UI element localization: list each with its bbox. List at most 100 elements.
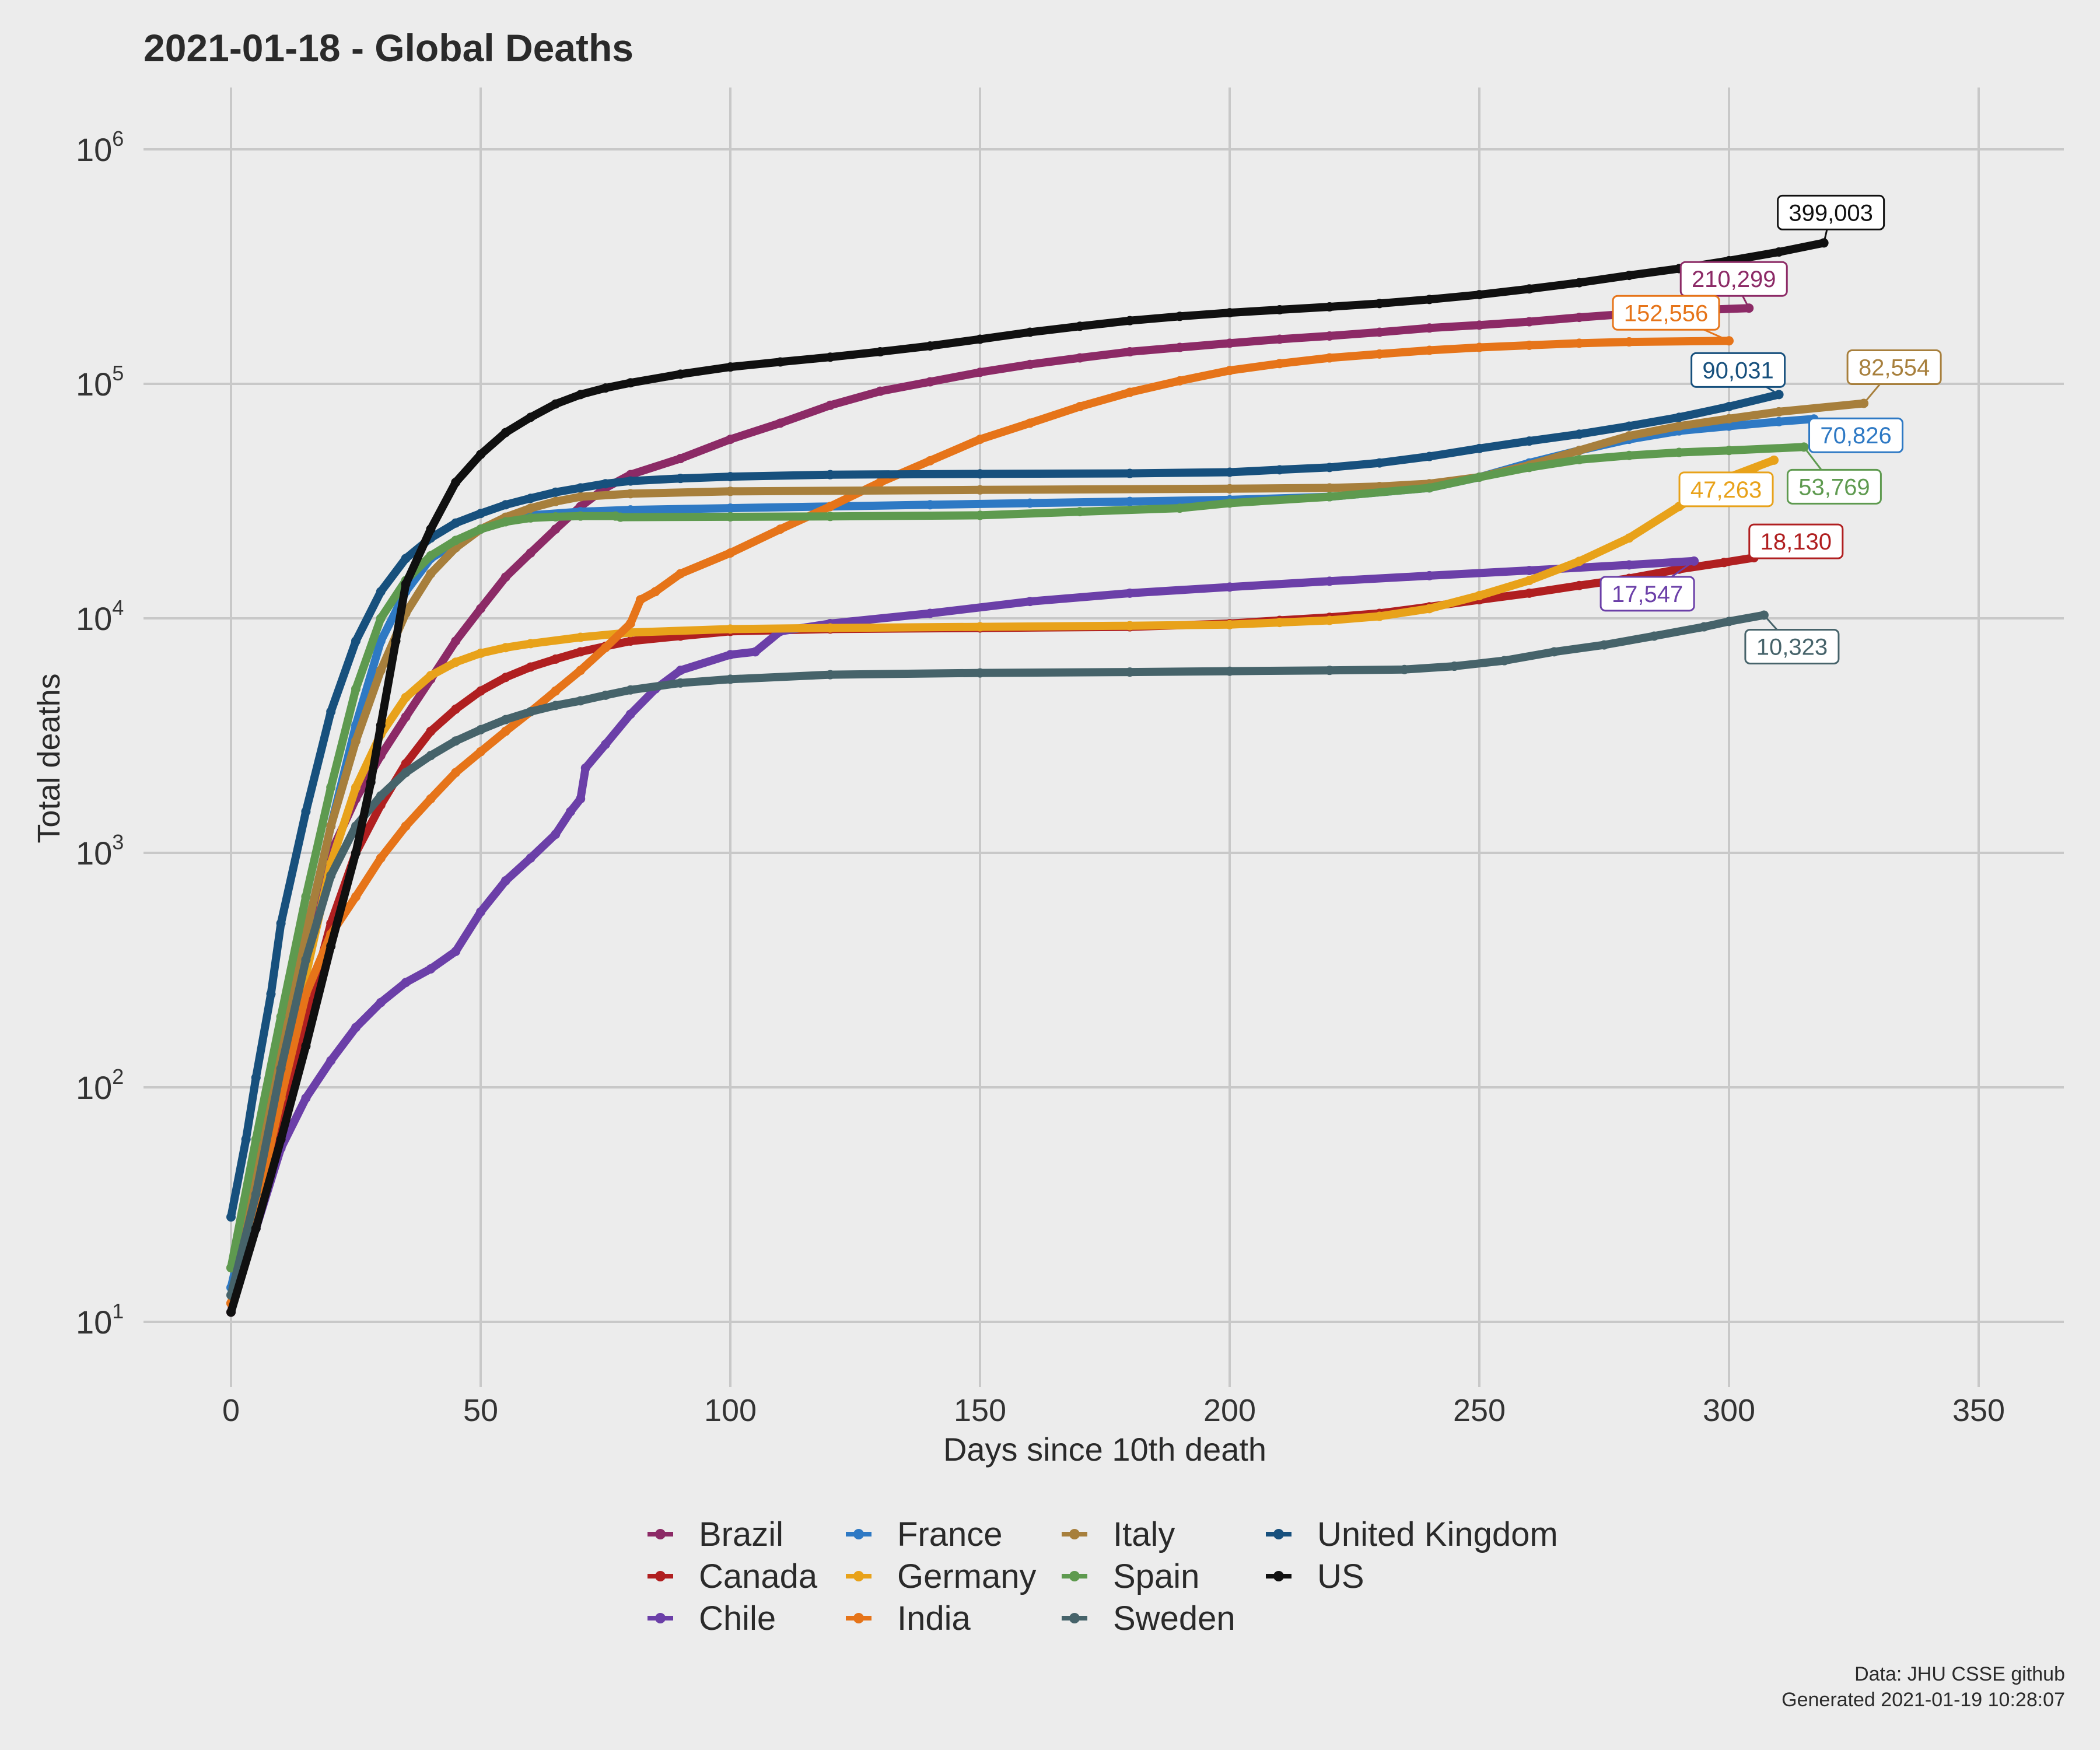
end-label-united-kingdom: 90,031 xyxy=(1690,352,1786,396)
data-point xyxy=(451,536,461,545)
data-point xyxy=(1524,588,1534,598)
data-point xyxy=(1225,467,1234,477)
series-line-sweden xyxy=(227,611,1768,1300)
data-point xyxy=(551,399,561,409)
data-point xyxy=(975,435,985,444)
data-point xyxy=(925,500,935,510)
data-point xyxy=(1325,483,1335,493)
x-axis-ticks: 0 50 100 150 200 250 300 350 xyxy=(222,1393,2005,1428)
data-point xyxy=(625,476,635,486)
x-axis-label: Days since 10th death xyxy=(943,1431,1266,1468)
data-point xyxy=(351,736,360,746)
data-point xyxy=(326,782,336,792)
data-point xyxy=(1025,498,1035,508)
series-line-us xyxy=(227,239,1828,1317)
data-point xyxy=(351,892,360,902)
data-point xyxy=(551,830,561,839)
data-point xyxy=(576,647,586,657)
data-point xyxy=(551,524,561,534)
legend-item-united-kingdom: United Kingdom xyxy=(1266,1516,1558,1553)
legend-item-us: US xyxy=(1266,1558,1364,1595)
data-point xyxy=(526,853,536,863)
data-point xyxy=(875,477,885,487)
data-point xyxy=(576,511,586,521)
data-point xyxy=(1225,498,1234,508)
data-point xyxy=(351,684,360,694)
data-point xyxy=(615,512,625,522)
legend-label: Canada xyxy=(699,1558,818,1595)
data-point xyxy=(1225,366,1234,376)
end-labels: 210,299 18,130 17,547 70,826 47,263 152,556 82… xyxy=(1600,194,1942,664)
data-point xyxy=(1524,565,1534,575)
data-point xyxy=(1475,591,1484,601)
data-point xyxy=(451,736,461,746)
data-point xyxy=(601,643,610,653)
data-point xyxy=(1125,347,1135,357)
data-point xyxy=(1724,617,1734,626)
data-point xyxy=(426,524,436,534)
data-point xyxy=(676,454,685,464)
data-point xyxy=(726,472,735,482)
data-point xyxy=(726,624,735,634)
data-point xyxy=(1424,295,1434,304)
data-point xyxy=(1424,345,1434,355)
data-point xyxy=(551,686,561,696)
data-point xyxy=(501,876,510,886)
data-point xyxy=(426,551,436,561)
data-point xyxy=(635,595,645,605)
data-point xyxy=(501,726,510,736)
data-point xyxy=(551,512,561,522)
data-point xyxy=(1275,359,1284,369)
legend-item-sweden: Sweden xyxy=(1062,1600,1236,1637)
data-point xyxy=(251,1135,261,1144)
data-point xyxy=(526,706,536,716)
data-point xyxy=(1325,353,1335,363)
data-point xyxy=(426,726,436,736)
data-point xyxy=(625,685,635,695)
data-point xyxy=(501,428,510,438)
data-point xyxy=(1724,414,1734,424)
x-tick-label: 200 xyxy=(1203,1393,1256,1428)
end-label-text: 152,556 xyxy=(1624,300,1709,326)
data-point xyxy=(266,989,276,999)
data-point xyxy=(326,706,336,716)
data-point xyxy=(326,1056,336,1066)
data-point xyxy=(650,587,660,597)
data-point xyxy=(601,383,610,393)
data-point xyxy=(1424,570,1434,580)
data-point xyxy=(1125,316,1135,326)
data-point xyxy=(366,777,376,787)
y-tick-label: 103 xyxy=(76,830,124,872)
data-point xyxy=(576,696,586,706)
legend-label: United Kingdom xyxy=(1317,1516,1558,1553)
data-point xyxy=(1724,401,1734,411)
data-point xyxy=(426,671,436,681)
caption-source: Data: JHU CSSE github xyxy=(1854,1663,2065,1685)
data-point xyxy=(1774,247,1784,257)
legend-label: Germany xyxy=(897,1558,1037,1595)
data-point xyxy=(1624,337,1634,347)
x-tick-label: 0 xyxy=(222,1393,240,1428)
data-point xyxy=(1699,622,1709,632)
data-point xyxy=(226,1212,236,1222)
x-tick-label: 250 xyxy=(1453,1393,1506,1428)
end-label-us: 399,003 xyxy=(1777,194,1885,243)
data-point xyxy=(1774,416,1784,426)
data-point xyxy=(451,657,461,667)
data-point xyxy=(825,352,835,362)
data-point xyxy=(401,579,411,589)
end-label-spain: 53,769 xyxy=(1786,446,1882,505)
data-point xyxy=(401,692,411,702)
data-point xyxy=(326,870,336,880)
legend: Brazil Canada Chile France Germany India Italy… xyxy=(648,1516,1558,1637)
data-point xyxy=(1524,284,1534,294)
data-point xyxy=(1175,503,1185,513)
data-point xyxy=(1674,564,1684,574)
data-point xyxy=(301,929,311,939)
legend-label: Brazil xyxy=(699,1516,783,1553)
series-line-canada xyxy=(227,554,1758,1308)
data-point xyxy=(451,477,461,487)
end-label-sweden: 10,323 xyxy=(1744,614,1840,664)
data-point xyxy=(476,747,485,757)
data-point xyxy=(376,636,386,646)
